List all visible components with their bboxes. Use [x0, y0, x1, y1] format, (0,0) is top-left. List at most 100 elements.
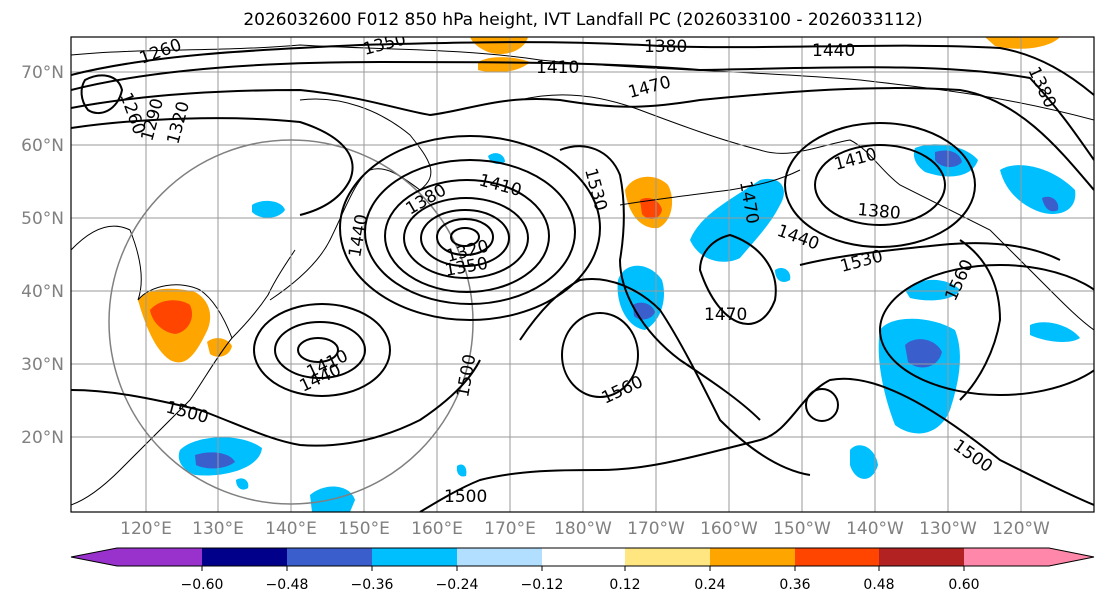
- colorbar-ticks: [201, 566, 965, 571]
- lon-label: 160°E: [411, 519, 463, 539]
- colorbar-cell: [1049, 548, 1094, 566]
- lon-label: 180°W: [554, 519, 612, 539]
- ivt-positive-core-korea: [150, 300, 193, 334]
- contour-label: 1440: [812, 41, 855, 61]
- map-panel: 1260 1260 1290 1320 1350 1380 1410 1440 …: [70, 36, 1095, 513]
- ivt-negative-region-california-coast: [1030, 322, 1080, 342]
- ivt-negative-region-small-a: [775, 268, 791, 282]
- colorbar-cell: [879, 548, 964, 566]
- colorbar-tick-label: 0.36: [779, 577, 810, 593]
- contour-1500-west: [71, 359, 481, 447]
- height-contours: [71, 41, 1094, 512]
- colorbar-tick-label: −0.60: [181, 577, 224, 593]
- colorbar-outline: [70, 547, 1095, 567]
- colorbar-cell: [202, 548, 287, 566]
- ivt-negative-region-small-d: [236, 478, 249, 490]
- lon-label: 150°E: [338, 519, 390, 539]
- contour-1260-loop: [80, 74, 124, 115]
- contour-label: 1470: [704, 305, 747, 325]
- ivt-shading: [138, 37, 1080, 512]
- colorbar-cell: [117, 548, 202, 566]
- lon-label: 150°W: [773, 519, 831, 539]
- contour-low-center-7: [339, 135, 601, 321]
- ivt-positive-region-northeast: [985, 37, 1060, 49]
- colorbar-cell: [625, 548, 710, 566]
- contour-arctic-4: [71, 117, 354, 216]
- coastline-aleutians: [619, 169, 801, 206]
- contour-low-center-2: [436, 218, 494, 256]
- ivt-negative-core-canada: [1042, 196, 1059, 212]
- lat-label: 20°N: [21, 428, 64, 448]
- contour-low-center-1: [450, 227, 480, 247]
- colorbar-tick-label: 0.24: [694, 577, 725, 593]
- lon-label: 160°W: [700, 519, 758, 539]
- contour-small-high: [805, 388, 839, 422]
- grid: [71, 37, 1094, 512]
- ivt-negative-region-hawaii: [850, 445, 878, 479]
- contour-1530: [559, 145, 761, 421]
- colorbar-tick-label: 0.60: [948, 577, 979, 593]
- colorbar: −0.60 −0.48 −0.36 −0.24 −0.12 0.12 0.24 …: [70, 547, 1095, 593]
- lat-label: 70°N: [21, 63, 64, 83]
- ivt-positive-region-japan: [207, 338, 232, 357]
- contour-gulf-low-1: [814, 144, 946, 226]
- colorbar-tick-label: −0.24: [436, 577, 479, 593]
- colorbar-cell: [71, 548, 117, 566]
- coastline-asia: [71, 225, 233, 506]
- coastline-arctic: [71, 44, 1094, 121]
- lon-label: 120°E: [120, 519, 172, 539]
- contour-arctic-3: [71, 87, 1094, 191]
- lon-label: 130°W: [919, 519, 977, 539]
- ivt-negative-core-east-pacific: [905, 339, 942, 368]
- highlight-circle: [108, 139, 474, 505]
- colorbar-cell: [287, 548, 372, 566]
- colorbar-tick-label: −0.36: [351, 577, 394, 593]
- lon-label: 140°W: [846, 519, 904, 539]
- lon-label: 170°W: [627, 519, 685, 539]
- contour-arctic-2: [71, 60, 1094, 161]
- contour-japan-low-2: [274, 321, 366, 379]
- contour-low-center-5: [384, 179, 550, 293]
- ivt-negative-region-east-pacific: [878, 318, 960, 434]
- contour-low-center-3: [420, 209, 510, 267]
- contour-low-center-4: [403, 197, 529, 279]
- lon-label: 140°E: [265, 519, 317, 539]
- ivt-positive-region-arctic-2: [478, 57, 530, 73]
- ivt-negative-region-west-pacific: [252, 200, 285, 218]
- colorbar-cell: [542, 548, 625, 566]
- latitude-labels: 70°N 60°N 50°N 40°N 30°N 20°N: [21, 63, 64, 448]
- contour-arctic-1: [71, 41, 1094, 96]
- ivt-negative-region-california: [905, 279, 960, 301]
- colorbar-tick-label: −0.12: [521, 577, 564, 593]
- coastline-japan: [231, 249, 296, 339]
- ivt-negative-region-small-c: [456, 464, 467, 477]
- lat-label: 30°N: [21, 355, 64, 375]
- lon-label: 130°E: [192, 519, 244, 539]
- lat-label: 40°N: [21, 282, 64, 302]
- contour-1560-east: [959, 239, 1002, 401]
- colorbar-tick-label: 0.12: [609, 577, 640, 593]
- lon-label: 170°E: [484, 519, 536, 539]
- contour-label: 1410: [536, 58, 579, 78]
- contour-1560-south: [519, 278, 811, 476]
- ivt-negative-core-philippine: [195, 452, 235, 469]
- contour-label: 1500: [444, 487, 487, 507]
- map-frame: [70, 36, 1095, 513]
- contour-1530-east: [799, 242, 1061, 266]
- longitude-labels: 120°E 130°E 140°E 150°E 160°E 170°E 180°…: [120, 519, 1050, 539]
- colorbar-cell: [795, 548, 879, 566]
- contour-1500-south: [419, 377, 1094, 512]
- ivt-negative-region-gulf: [690, 178, 784, 262]
- colorbar-cell: [964, 548, 1049, 566]
- contour-japan-low-3: [253, 303, 391, 397]
- contour-label: 1380: [857, 200, 902, 224]
- lon-label: 120°W: [992, 519, 1050, 539]
- colorbar-tick-label: −0.48: [266, 577, 309, 593]
- colorbar-cell: [457, 548, 542, 566]
- colorbar-cell: [372, 548, 457, 566]
- colorbar-tick-label: 0.48: [863, 577, 894, 593]
- contour-high-central: [561, 312, 639, 398]
- contour-label: 1380: [644, 37, 687, 57]
- contour-japan-low-1: [297, 337, 339, 363]
